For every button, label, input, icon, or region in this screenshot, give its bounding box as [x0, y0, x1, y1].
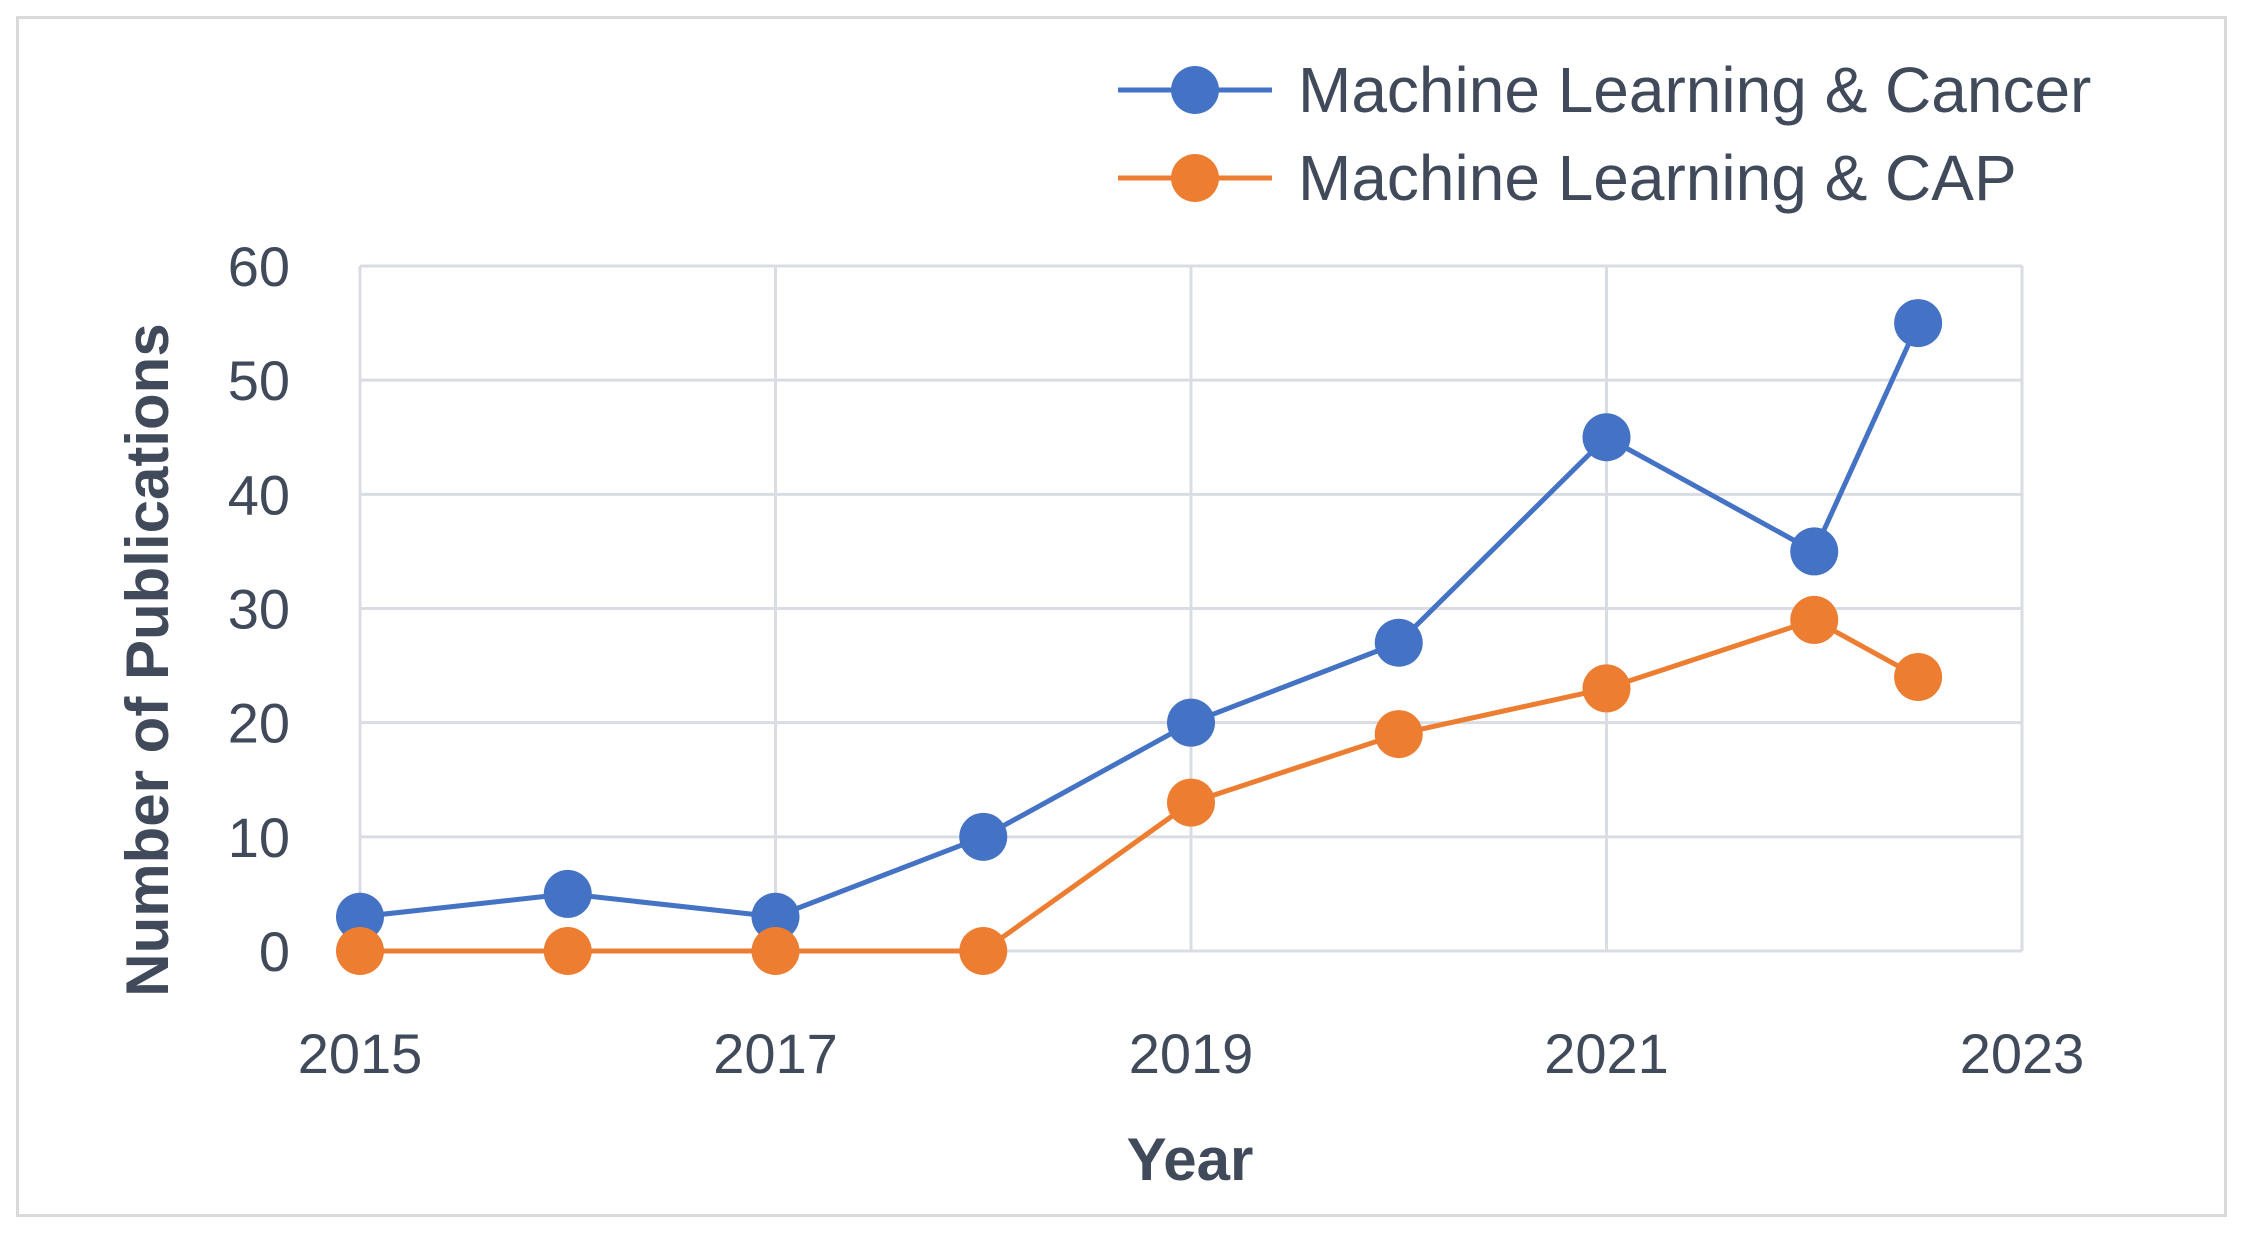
data-point — [751, 927, 800, 975]
legend-label-ml-cap: Machine Learning & CAP — [1298, 142, 2017, 214]
legend-label-ml-cancer: Machine Learning & Cancer — [1298, 54, 2091, 126]
y-tick-label: 60 — [228, 235, 290, 298]
data-point — [336, 927, 384, 975]
y-tick-label: 50 — [228, 349, 290, 412]
y-axis-ticks: 0 10 20 30 40 50 60 — [228, 235, 290, 983]
series-line — [359, 322, 1921, 920]
series-ml-cancer — [336, 299, 1943, 941]
chart-frame — [16, 16, 2227, 1217]
legend-item-ml-cancer: Machine Learning & Cancer — [1118, 54, 2091, 126]
data-point — [1894, 299, 1943, 348]
data-point — [1582, 413, 1631, 462]
x-tick-label: 2021 — [1544, 1022, 1669, 1085]
y-tick-label: 0 — [259, 920, 290, 983]
x-axis-title: Year — [1127, 1126, 1254, 1193]
y-tick-label: 10 — [228, 806, 290, 869]
data-point — [959, 927, 1008, 975]
x-tick-label: 2019 — [1129, 1022, 1254, 1085]
series-line — [360, 617, 1920, 954]
y-tick-label: 30 — [228, 578, 290, 641]
data-point — [1167, 778, 1215, 827]
x-axis-ticks: 2015 2017 2019 2021 2023 — [298, 1022, 2085, 1085]
x-tick-label: 2015 — [298, 1022, 423, 1085]
x-tick-label: 2017 — [713, 1022, 838, 1085]
data-point — [543, 869, 592, 918]
data-point — [1374, 710, 1423, 759]
data-point — [1374, 618, 1423, 667]
y-axis-title: Number of Publications — [114, 323, 181, 996]
y-tick-label: 20 — [228, 692, 290, 755]
data-point — [543, 927, 592, 975]
data-point — [336, 892, 384, 941]
series-ml-cap — [336, 595, 1943, 975]
legend-marker-ml-cap — [1171, 154, 1219, 202]
x-tick-label: 2023 — [1960, 1022, 2085, 1085]
legend: Machine Learning & Cancer Machine Learni… — [1118, 54, 2091, 214]
gridlines — [358, 264, 2024, 953]
data-point — [1790, 527, 1839, 576]
data-point — [1167, 698, 1215, 747]
y-tick-label: 40 — [228, 463, 290, 526]
data-point — [1894, 653, 1943, 701]
data-point — [1790, 595, 1839, 644]
data-point — [751, 892, 800, 941]
data-point — [1582, 664, 1631, 713]
legend-marker-ml-cancer — [1171, 66, 1219, 114]
legend-item-ml-cap: Machine Learning & CAP — [1118, 142, 2017, 214]
series-layer — [336, 299, 1943, 975]
data-point — [959, 812, 1008, 861]
